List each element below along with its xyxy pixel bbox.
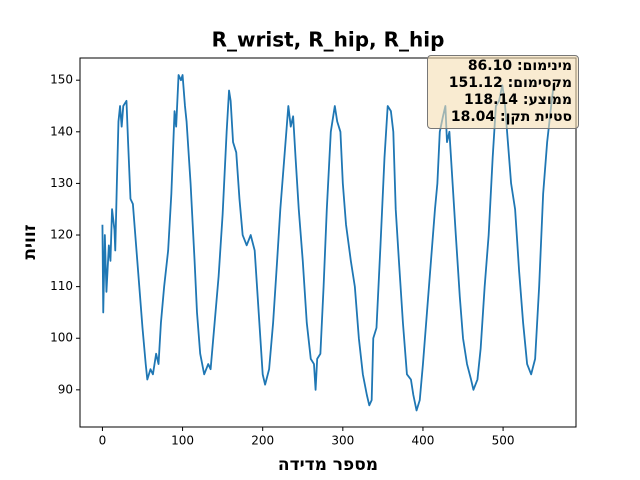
chart-title: R_wrist, R_hip, R_hip: [212, 28, 445, 52]
y-tick-label: 130: [50, 176, 73, 190]
y-tick-label: 150: [50, 73, 73, 87]
x-tick-label: 0: [99, 434, 107, 448]
stats-line: מקסימום: 151.12: [448, 75, 572, 91]
x-tick-label: 400: [412, 434, 435, 448]
x-tick-label: 500: [492, 434, 515, 448]
data-line: [101, 74, 555, 412]
y-tick-label: 100: [50, 331, 73, 345]
y-tick-label: 110: [50, 279, 73, 293]
stats-box: מינימום: 86.10 מקסימום: 151.12 ממוצע: 11…: [427, 55, 579, 129]
x-tick-label: 300: [331, 434, 354, 448]
y-tick-label: 90: [58, 382, 73, 396]
y-tick-label: 140: [50, 124, 73, 138]
stats-line: ממוצע: 118.14: [463, 92, 572, 108]
y-tick-label: 120: [50, 228, 73, 242]
x-axis-label: מספר מדידה: [278, 455, 378, 475]
stats-line: סטיית תקן: 18.04: [450, 109, 572, 125]
stats-line: מינימום: 86.10: [467, 58, 572, 74]
y-axis-label: זווית: [20, 224, 40, 259]
plot-frame: [79, 57, 577, 428]
x-tick-label: 100: [171, 434, 194, 448]
x-tick-label: 200: [251, 434, 274, 448]
